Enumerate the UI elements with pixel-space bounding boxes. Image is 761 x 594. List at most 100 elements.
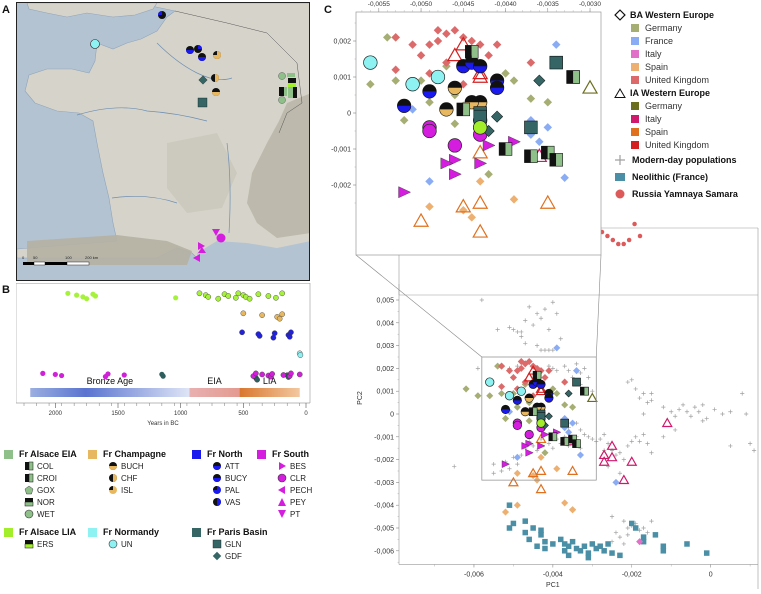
- legend-group-title: Fr Normandy: [103, 527, 160, 537]
- legend-item: ERS: [24, 538, 88, 550]
- ba-point: [543, 123, 553, 132]
- color-swatch-icon: [4, 449, 13, 459]
- legend-item: BES: [277, 460, 327, 472]
- diamond-icon: [212, 551, 222, 561]
- ia-point: [472, 144, 489, 159]
- ba-point: [525, 417, 533, 425]
- sample-point: [498, 142, 513, 156]
- ba-point: [433, 36, 443, 46]
- modern-point: [546, 348, 552, 353]
- neolithic-point: [526, 536, 532, 543]
- sample-point: [564, 389, 573, 398]
- legend-item-label: Italy: [645, 48, 662, 59]
- modern-point: [637, 395, 642, 401]
- sample-point: [363, 55, 378, 70]
- sample-point: [560, 418, 569, 428]
- sample-point: [447, 80, 462, 95]
- inset-x-tick-label: -0,0045: [452, 1, 474, 8]
- ia-point: [626, 456, 638, 466]
- legend-group-header: Fr North: [192, 448, 257, 460]
- half-circle-v-icon: [109, 474, 117, 482]
- legend-item-label: VAS: [225, 497, 241, 507]
- period-band: [239, 388, 300, 397]
- legend-ia-item: Italy: [631, 112, 761, 125]
- inset-x-tick-label: -0,0050: [410, 1, 432, 8]
- yamnaya-point: [610, 237, 616, 243]
- ia-point: [618, 474, 630, 485]
- neolithic-point: [522, 518, 528, 524]
- timeline-point: [253, 370, 259, 377]
- inset-x-tick-label: -0,0035: [537, 1, 559, 8]
- modern-point: [617, 450, 623, 455]
- modern-point: [625, 443, 630, 449]
- modern-point: [661, 405, 666, 410]
- sample-point: [525, 448, 534, 457]
- ia-point: [472, 223, 489, 238]
- modern-point: [586, 375, 591, 380]
- legend-item-label: Spain: [645, 126, 669, 137]
- scale-label: 0: [22, 255, 25, 260]
- ba-point: [569, 506, 577, 514]
- modern-point: [645, 400, 650, 405]
- modern-point: [629, 377, 634, 382]
- sample-point: [456, 102, 470, 117]
- circle-icon: [108, 539, 118, 549]
- legend-item-label: PECH: [290, 485, 313, 495]
- timeline-point: [215, 295, 222, 302]
- modern-point: [491, 471, 496, 476]
- neolithic-point: [640, 534, 647, 540]
- timeline-point: [271, 330, 278, 337]
- neolithic-point: [601, 548, 607, 554]
- neolithic-point: [660, 543, 667, 549]
- legend-item-label: CHF: [121, 473, 138, 483]
- period-label: EIA: [207, 376, 222, 386]
- y-tick-label: -0,006: [374, 548, 394, 555]
- ia-point: [507, 476, 519, 487]
- legend-neolithic-label: Neolithic (France): [632, 171, 709, 182]
- legend-item: GLN: [212, 538, 282, 550]
- legend-item: PECH: [277, 484, 327, 496]
- modern-point: [649, 398, 654, 403]
- ba-point: [553, 389, 561, 398]
- modern-point: [680, 402, 686, 407]
- timeline-point: [40, 370, 46, 376]
- legend-item-label: Italy: [645, 113, 662, 124]
- ba-point: [501, 415, 510, 423]
- legend-modern: Modern-day populations: [614, 153, 761, 166]
- modern-point: [479, 297, 484, 303]
- modern-point: [613, 530, 619, 535]
- ba-point: [391, 76, 400, 85]
- sample-point: [566, 70, 580, 84]
- ia-point: [535, 433, 547, 444]
- yamnaya-point: [605, 233, 610, 239]
- zoom-connectors: [355, 254, 602, 481]
- legend-modern-label: Modern-day populations: [632, 154, 737, 165]
- sample-point: [397, 98, 412, 113]
- x-tick-label: 0: [304, 411, 308, 417]
- sample-point: [482, 139, 496, 152]
- legend-item: ATT: [212, 460, 257, 472]
- ia-point: [581, 79, 599, 94]
- pca-legend: BA Western Europe Germany France Italy Spai…: [614, 8, 761, 200]
- half-square-icon: [25, 461, 34, 471]
- timeline-chart: Bronze Age EIA LIA 2000 1500 1000 500 0 Years …: [15, 283, 311, 427]
- sample-point: [544, 393, 554, 403]
- sample-point: [512, 395, 522, 405]
- modern-point: [712, 407, 717, 412]
- ba-point: [636, 538, 644, 546]
- color-swatch-icon: [631, 75, 639, 84]
- neolithic-point: [538, 532, 544, 538]
- modern-point: [621, 519, 626, 524]
- ba-point: [462, 385, 470, 393]
- ba-point: [569, 403, 577, 411]
- timeline-point: [256, 333, 263, 339]
- zoom-box: [481, 356, 597, 481]
- color-swatch-icon: [631, 127, 639, 136]
- neolithic-point: [577, 548, 584, 554]
- ba-point: [545, 367, 553, 375]
- period-band: [30, 388, 190, 397]
- circle-icon: [277, 473, 287, 483]
- half-circle-icon: [213, 474, 221, 482]
- neolithic-point: [605, 541, 611, 547]
- sample-point: [465, 45, 479, 59]
